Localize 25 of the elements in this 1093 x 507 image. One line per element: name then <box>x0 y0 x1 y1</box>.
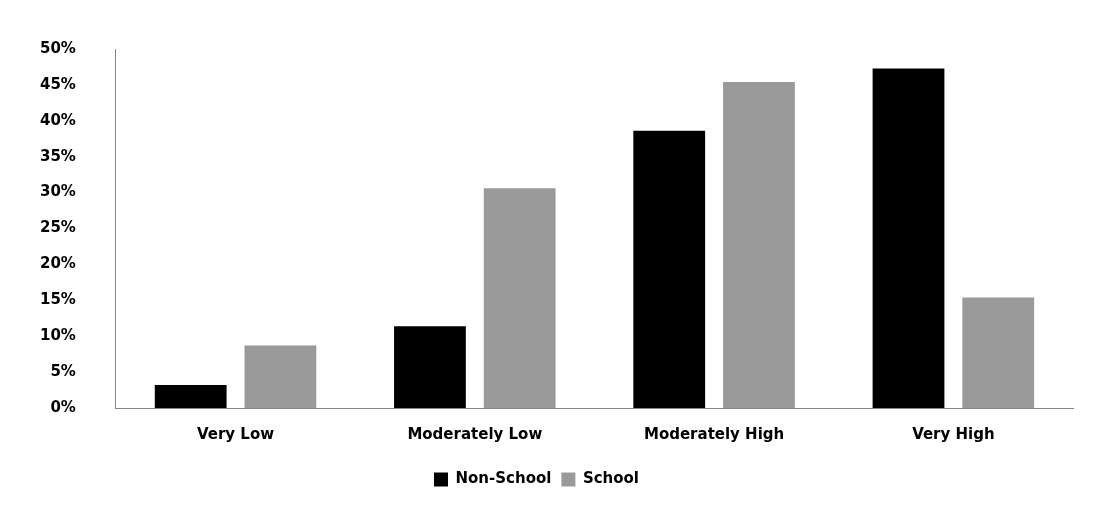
bar <box>394 326 466 408</box>
x-tick-label: Moderately High <box>643 424 785 443</box>
bar <box>244 345 317 408</box>
y-tick-label: 45% <box>40 74 76 93</box>
y-tick-label: 15% <box>40 290 76 309</box>
y-tick-label: 10% <box>40 326 76 345</box>
y-tick-label: 50% <box>40 38 76 57</box>
bar <box>483 188 556 408</box>
y-tick-label: 35% <box>40 146 76 165</box>
bar <box>154 385 227 408</box>
y-tick-label: 30% <box>40 182 76 201</box>
y-tick-label: 0% <box>50 397 76 416</box>
bar <box>872 68 945 408</box>
bar <box>723 82 795 408</box>
y-tick-label: 20% <box>40 254 76 273</box>
bar <box>962 297 1035 408</box>
legend-label: School <box>582 469 640 488</box>
y-tick-label: 5% <box>50 361 76 380</box>
x-tick-label: Very Low <box>196 424 275 443</box>
legend-label: Non-School <box>455 469 552 488</box>
x-tick-label: Moderately Low <box>407 424 543 443</box>
bar <box>633 130 706 408</box>
y-tick-label: 40% <box>40 110 76 129</box>
y-tick-label: 25% <box>40 218 76 237</box>
x-tick-label: Very High <box>912 424 995 443</box>
